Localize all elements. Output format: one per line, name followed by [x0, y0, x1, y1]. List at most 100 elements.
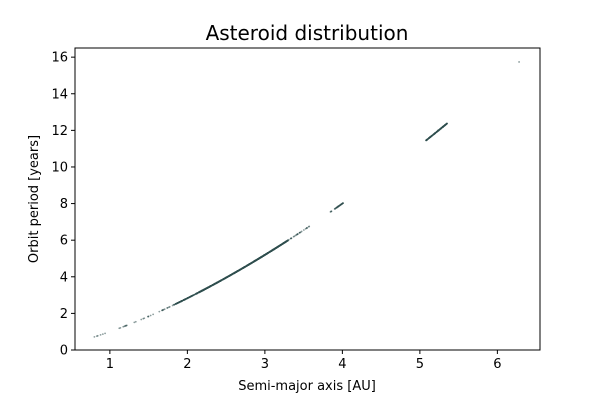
asteroid-point	[125, 324, 128, 327]
x-axis-label: Semi-major axis [AU]	[238, 379, 376, 394]
asteroid-point	[264, 253, 267, 256]
asteroid-point	[161, 309, 163, 312]
asteroid-point	[171, 304, 174, 307]
asteroid-point	[158, 310, 161, 313]
asteroid-point	[166, 307, 169, 309]
asteroid-point	[437, 129, 440, 132]
asteroid-point	[425, 139, 428, 141]
asteroid-point	[308, 225, 311, 228]
asteroid-point	[186, 297, 189, 300]
asteroid-point	[149, 314, 152, 317]
asteroid-point	[302, 229, 305, 231]
asteroid-point	[334, 207, 337, 210]
asteroid-point	[287, 238, 290, 241]
x-axis: 1 2 3 4 5 6	[106, 350, 502, 372]
asteroid-point	[340, 203, 343, 205]
y-tick-label: 10	[51, 160, 68, 175]
asteroid-point	[270, 249, 273, 252]
asteroid-point	[285, 240, 287, 243]
asteroid-point	[254, 259, 257, 262]
asteroid-point	[238, 269, 241, 271]
asteroid-point	[300, 230, 303, 233]
asteroid-point	[298, 231, 301, 234]
asteroid-point	[330, 210, 333, 213]
asteroid-point	[118, 327, 121, 330]
asteroid-point	[242, 266, 245, 269]
x-tick-label: 3	[261, 357, 269, 372]
asteroid-point	[199, 290, 202, 293]
asteroid-point	[175, 302, 178, 305]
y-axis-label: Orbit period [years]	[27, 135, 42, 263]
asteroid-point	[187, 296, 190, 299]
asteroid-point	[306, 226, 309, 229]
y-tick-label: 2	[60, 307, 68, 322]
asteroid-point	[233, 272, 235, 275]
asteroid-point	[304, 227, 307, 230]
asteroid-point	[266, 252, 269, 254]
asteroid-point	[95, 335, 98, 338]
x-tick-label: 5	[416, 357, 424, 372]
asteroid-point	[248, 263, 251, 266]
y-tick-label: 16	[51, 51, 68, 66]
data-points	[93, 61, 520, 338]
asteroid-point	[218, 280, 221, 283]
asteroid-point	[177, 301, 180, 304]
y-axis: 0 2 4 6 8 10 12 14 16	[51, 51, 75, 359]
asteroid-point	[430, 135, 433, 138]
asteroid-point	[260, 256, 263, 258]
asteroid-point	[258, 257, 261, 259]
asteroid-point	[283, 241, 286, 244]
y-tick-label: 0	[60, 344, 68, 359]
asteroid-point	[195, 292, 198, 295]
asteroid-point	[278, 245, 280, 248]
asteroid-point	[215, 282, 217, 285]
asteroid-point	[250, 261, 253, 264]
asteroid-point	[257, 258, 260, 260]
plot-area	[74, 47, 541, 351]
asteroid-point	[231, 273, 234, 276]
asteroid-point	[180, 300, 182, 303]
asteroid-point	[518, 61, 520, 63]
asteroid-point	[443, 124, 446, 127]
asteroid-point	[133, 321, 136, 324]
asteroid-point	[163, 308, 166, 311]
asteroid-point	[290, 237, 293, 240]
asteroid-point	[294, 234, 297, 237]
asteroid-point	[247, 264, 249, 266]
asteroid-point	[269, 250, 272, 253]
asteroid-point	[445, 122, 448, 125]
asteroid-point	[275, 247, 277, 249]
asteroid-point	[193, 293, 196, 296]
asteroid-point	[229, 274, 231, 277]
asteroid-point	[123, 325, 126, 328]
asteroid-point	[234, 271, 237, 274]
x-tick-label: 1	[106, 357, 114, 372]
y-tick-label: 6	[60, 234, 68, 249]
asteroid-point	[104, 332, 106, 335]
asteroid-point	[338, 204, 341, 207]
asteroid-point	[296, 233, 299, 236]
asteroid-point	[433, 132, 436, 135]
asteroid-point	[101, 333, 104, 336]
asteroid-point	[211, 284, 214, 287]
asteroid-point	[99, 333, 102, 336]
asteroid-point	[336, 206, 339, 209]
asteroid-point	[134, 320, 137, 323]
x-tick-label: 2	[183, 357, 191, 372]
asteroid-point	[143, 317, 146, 320]
asteroid-point	[207, 286, 209, 289]
y-tick-label: 8	[60, 197, 68, 212]
y-tick-label: 4	[60, 270, 68, 285]
asteroid-point	[201, 289, 204, 292]
asteroid-point	[440, 126, 443, 129]
asteroid-point	[216, 281, 219, 284]
asteroid-point	[140, 318, 143, 321]
x-tick-label: 6	[493, 357, 501, 372]
asteroid-point	[282, 242, 284, 245]
y-tick-label: 12	[51, 124, 68, 139]
x-tick-label: 4	[338, 357, 346, 372]
asteroid-point	[152, 313, 155, 316]
asteroid-point	[220, 279, 223, 282]
